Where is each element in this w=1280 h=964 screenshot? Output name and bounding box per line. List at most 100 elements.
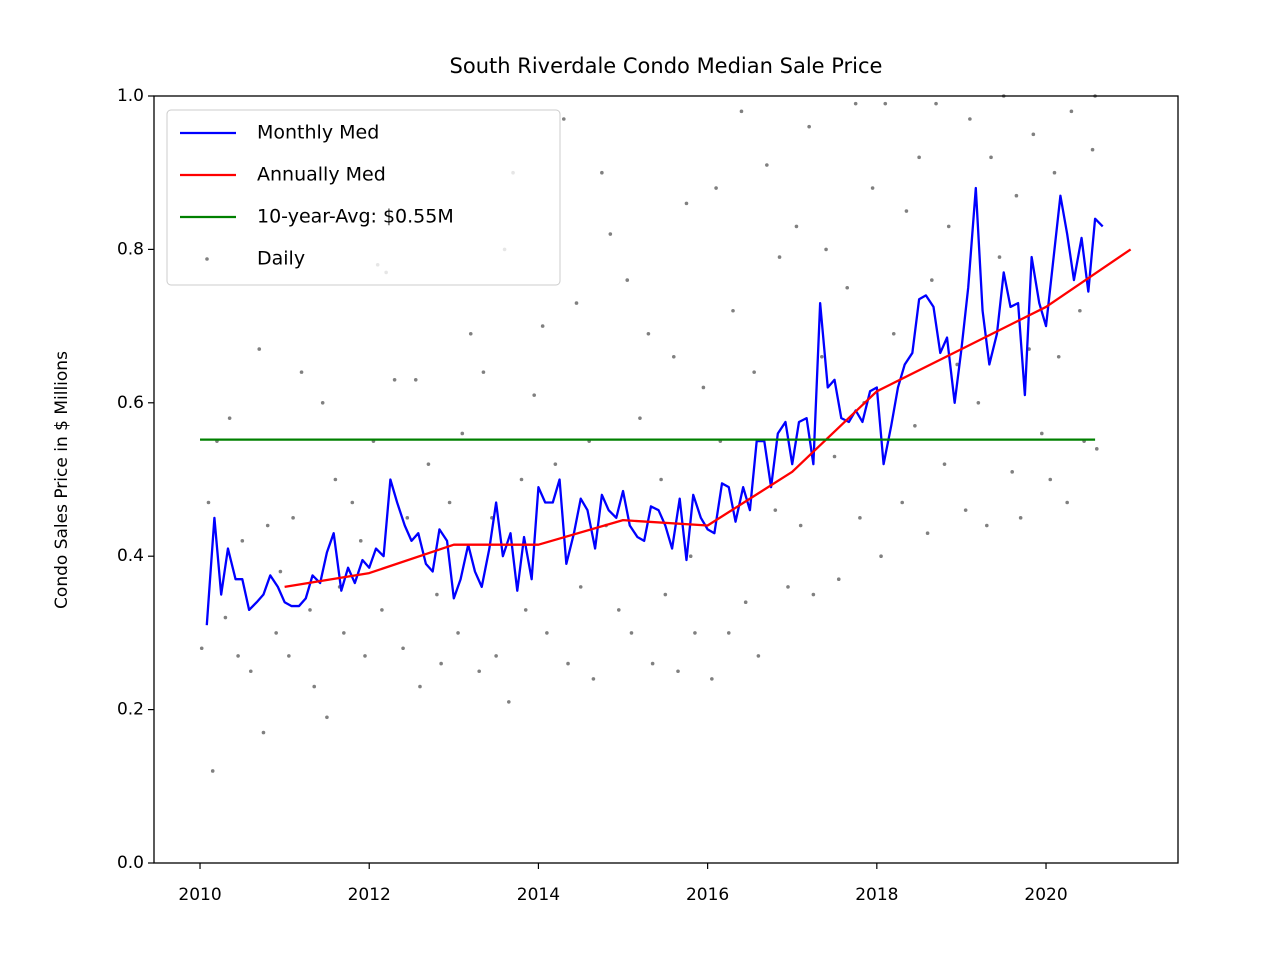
plot-area — [199, 94, 1132, 773]
axes-frame — [153, 95, 1179, 864]
x-tick-label: 2012 — [348, 885, 391, 905]
daily-point — [625, 278, 630, 282]
daily-point — [523, 608, 528, 612]
daily-point — [942, 462, 947, 466]
series-line — [284, 248, 1132, 589]
daily-point — [739, 109, 744, 114]
daily-point — [786, 585, 790, 589]
y-tick-label: 0.0 — [117, 853, 144, 873]
daily-point — [900, 500, 905, 505]
daily-point — [701, 385, 706, 390]
daily-point — [968, 117, 972, 121]
daily-point — [350, 500, 355, 505]
daily-point — [836, 577, 841, 582]
daily-point — [519, 477, 524, 482]
daily-point — [312, 684, 317, 689]
daily-point — [278, 569, 283, 574]
daily-point — [287, 654, 291, 658]
daily-point — [206, 500, 211, 505]
legend-label: 10-year-Avg: $0.55M — [257, 206, 454, 228]
daily-point — [616, 608, 621, 612]
daily-point — [199, 646, 204, 651]
daily-point — [743, 600, 748, 605]
legend: Monthly Med Annually Med 10-year-Avg: $0.5… — [166, 109, 561, 286]
daily-point — [468, 331, 473, 336]
daily-point — [917, 155, 921, 160]
daily-point — [811, 592, 816, 597]
daily-point — [456, 631, 460, 635]
daily-point — [608, 232, 613, 236]
daily-point — [1031, 132, 1036, 137]
daily-point — [794, 224, 799, 229]
daily-point — [1014, 193, 1019, 198]
daily-point — [858, 516, 862, 520]
daily-point — [820, 354, 824, 359]
daily-point — [650, 661, 655, 666]
daily-point — [600, 170, 604, 175]
daily-point — [1078, 308, 1082, 313]
daily-point — [870, 186, 875, 190]
daily-point — [1018, 516, 1023, 520]
daily-point — [913, 424, 917, 428]
daily-point — [426, 462, 431, 466]
daily-point — [227, 416, 232, 420]
daily-point — [545, 631, 549, 635]
daily-point — [756, 654, 761, 658]
daily-point — [392, 377, 397, 382]
daily-point — [832, 454, 837, 459]
daily-point — [963, 508, 968, 512]
daily-point — [240, 539, 245, 543]
chart-title: South Riverdale Condo Median Sale Price — [450, 54, 883, 78]
daily-point — [380, 608, 384, 612]
y-tick-label: 0.4 — [117, 546, 144, 566]
daily-point — [904, 209, 909, 213]
daily-point — [659, 477, 663, 482]
legend-label: Daily — [257, 248, 305, 270]
daily-point — [435, 592, 439, 597]
y-tick-label: 0.2 — [117, 700, 144, 720]
daily-point — [532, 393, 536, 397]
daily-point — [989, 155, 993, 160]
daily-point — [308, 608, 312, 612]
daily-point — [663, 592, 668, 597]
daily-point — [439, 661, 443, 666]
daily-point — [405, 516, 410, 520]
daily-point — [1052, 170, 1057, 175]
daily-point — [342, 631, 346, 635]
daily-point — [477, 669, 482, 674]
y-tick-label: 0.8 — [117, 239, 144, 259]
daily-point — [824, 247, 828, 252]
daily-point — [418, 684, 422, 689]
daily-point — [1010, 470, 1014, 474]
daily-point — [891, 331, 896, 336]
daily-point — [853, 101, 858, 106]
daily-point — [562, 117, 566, 121]
daily-point — [955, 362, 959, 367]
daily-point — [248, 669, 253, 674]
y-tick-label: 0.6 — [117, 393, 144, 413]
daily-point — [976, 401, 981, 405]
daily-point — [553, 462, 558, 466]
daily-point — [676, 669, 680, 674]
daily-point — [726, 631, 731, 635]
daily-point — [773, 508, 778, 512]
daily-point — [299, 370, 304, 374]
daily-point — [985, 523, 989, 528]
legend-marker — [205, 257, 209, 261]
daily-point — [333, 477, 338, 482]
daily-point — [925, 531, 930, 535]
daily-point — [210, 769, 215, 773]
daily-point — [274, 631, 278, 635]
x-tick-label: 2020 — [1024, 885, 1067, 905]
x-tick-label: 2010 — [178, 885, 221, 905]
daily-point — [447, 500, 452, 505]
daily-point — [257, 347, 262, 351]
daily-point — [731, 308, 735, 313]
daily-point — [460, 431, 465, 436]
daily-point — [883, 101, 888, 106]
daily-point — [693, 631, 697, 635]
x-tick-label: 2014 — [517, 885, 560, 905]
daily-point — [358, 539, 363, 543]
legend-box — [166, 109, 561, 286]
daily-point — [671, 354, 676, 359]
